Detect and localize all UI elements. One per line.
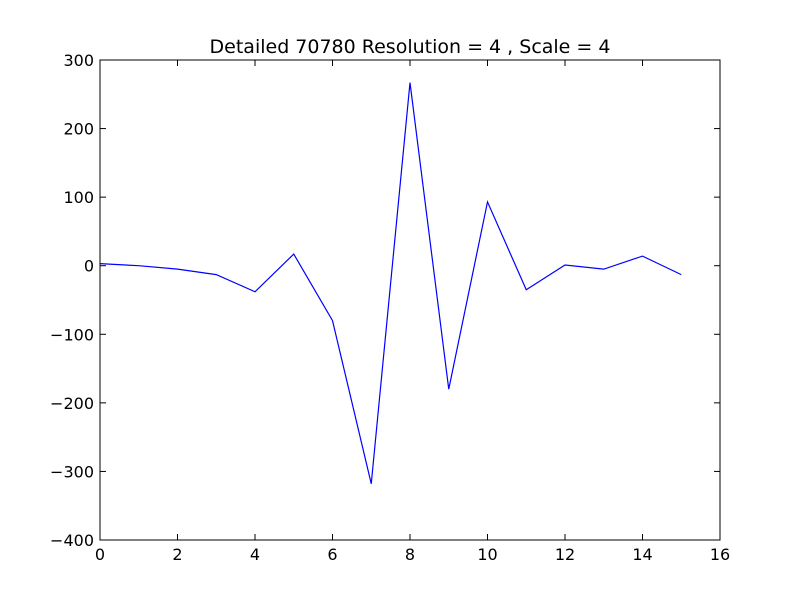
x-tick-label: 4 <box>250 545 260 564</box>
y-tick-label: 100 <box>63 188 94 207</box>
x-tick-label: 6 <box>327 545 337 564</box>
x-tick-label: 0 <box>95 545 105 564</box>
y-tick-label: 200 <box>63 120 94 139</box>
data-series <box>99 82 682 484</box>
plot-frame <box>99 59 721 541</box>
x-tick-label: 12 <box>555 545 575 564</box>
y-tick-label: −400 <box>50 531 94 550</box>
y-tick-label: −100 <box>50 325 94 344</box>
axis-tick-labels: 0 2 4 6 8 10 12 14 16 300 200 100 0 −100 −200 −300 −400 <box>50 51 730 564</box>
x-tick-label: 14 <box>632 545 652 564</box>
y-tick-label: −300 <box>50 462 94 481</box>
x-tick-label: 16 <box>710 545 730 564</box>
y-tick-label: −200 <box>50 394 94 413</box>
x-tick-label: 2 <box>172 545 182 564</box>
y-tick-label: 300 <box>63 51 94 70</box>
chart-title: Detailed 70780 Resolution = 4 , Scale = … <box>210 36 611 58</box>
y-tick-label: 0 <box>84 257 94 276</box>
x-tick-label: 10 <box>477 545 497 564</box>
series-line <box>99 82 682 484</box>
x-tick-label: 8 <box>405 545 415 564</box>
